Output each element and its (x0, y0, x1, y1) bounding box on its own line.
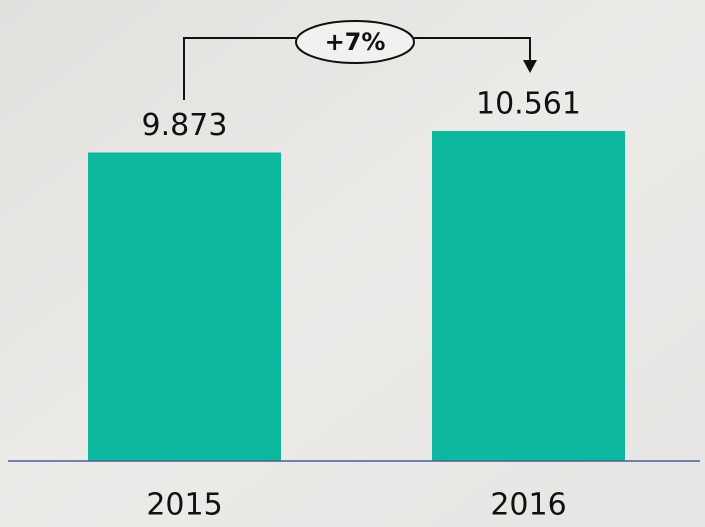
value-label: 9.873 (142, 108, 228, 143)
bar (432, 131, 625, 461)
chart: 9.873 2015 10.561 2016 +7% (0, 0, 705, 527)
x-tick-label: 2015 (146, 488, 222, 523)
annotation-text: +7% (325, 28, 386, 56)
value-label: 10.561 (476, 87, 581, 122)
bar (88, 152, 281, 461)
x-tick-label: 2016 (490, 488, 566, 523)
